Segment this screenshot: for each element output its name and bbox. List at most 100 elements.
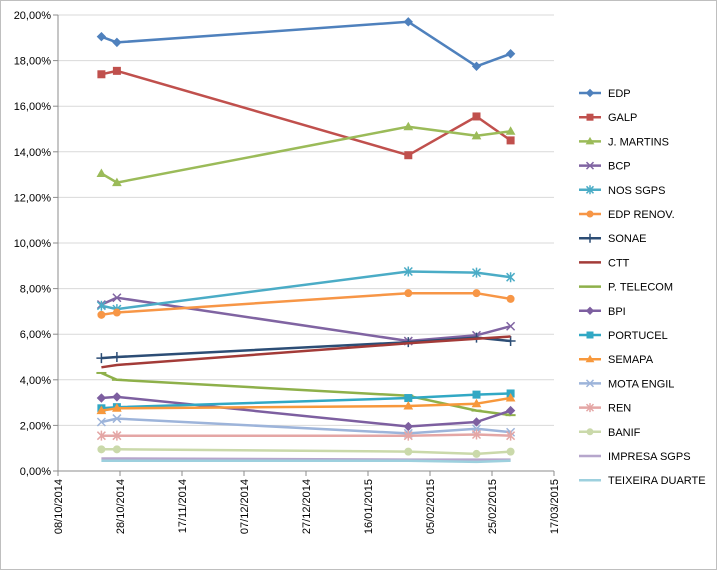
- series-line-ctt: [101, 335, 511, 369]
- data-point-bpi: [403, 421, 414, 432]
- series-line-edp: [100, 20, 512, 68]
- data-point-ren: [96, 430, 106, 441]
- y-tick-label: 18,00%: [14, 56, 52, 68]
- y-tick-label: 2,00%: [20, 420, 51, 432]
- x-tick-label: 28/10/2014: [115, 479, 127, 534]
- y-tick-label: 4,00%: [20, 375, 51, 387]
- x-tick-label: 17/03/2015: [549, 479, 561, 534]
- data-point-edp-renov: [97, 310, 106, 319]
- data-point-edp: [471, 61, 482, 72]
- data-point-semapa: [112, 403, 122, 412]
- x-tick-label: 07/12/2014: [239, 479, 251, 534]
- data-point-j-martins: [505, 126, 516, 135]
- data-point-banif: [506, 447, 515, 456]
- data-point-ren: [112, 430, 122, 441]
- legend-label-bcp: BCP: [608, 161, 631, 173]
- data-point-bcp: [506, 321, 516, 331]
- data-point-banif: [404, 447, 413, 456]
- series-line-ren: [101, 433, 511, 437]
- x-tick-label: 08/10/2014: [53, 479, 65, 534]
- data-point-banif: [97, 445, 106, 454]
- data-point-edp: [505, 49, 516, 59]
- data-point-mota-engil: [96, 417, 106, 427]
- data-point-edp-renov: [112, 308, 121, 317]
- legend-label-galp: GALP: [608, 112, 637, 124]
- legend-marker-edp: [585, 88, 595, 98]
- x-tick-label: 05/02/2015: [425, 479, 437, 534]
- data-point-nos-sgps: [506, 272, 516, 283]
- x-tick-label: 25/02/2015: [487, 479, 499, 534]
- y-tick-label: 10,00%: [14, 238, 52, 250]
- legend-label-nos-sgps: NOS SGPS: [608, 185, 665, 197]
- data-point-galp: [112, 66, 121, 75]
- legend-marker-nos-sgps: [585, 185, 595, 195]
- legend-label-edp: EDP: [608, 88, 631, 100]
- legend-marker-semapa: [585, 354, 595, 363]
- series-line-nos-sgps: [101, 270, 511, 311]
- data-point-bpi: [471, 417, 482, 427]
- y-tick-label: 6,00%: [20, 329, 51, 341]
- legend-label-sonae: SONAE: [608, 233, 647, 245]
- legend-marker-mota-engil: [585, 379, 595, 388]
- legend-marker-edp-renov: [586, 210, 594, 218]
- data-point-sonae: [96, 353, 107, 364]
- legend-label-banif: BANIF: [608, 427, 641, 439]
- data-point-sonae: [111, 352, 122, 362]
- series-line-semapa: [101, 396, 511, 412]
- data-point-portucel: [404, 394, 413, 403]
- legend-label-edp-renov: EDP RENOV.: [608, 209, 675, 221]
- data-point-banif: [112, 445, 121, 454]
- data-point-bpi: [505, 405, 516, 416]
- data-point-bcp: [112, 293, 122, 303]
- legend-label-portucel: PORTUCEL: [608, 330, 668, 342]
- legend-label-p-telecom: P. TELECOM: [608, 282, 673, 294]
- data-point-banif: [472, 449, 481, 458]
- data-point-semapa: [403, 401, 414, 410]
- series-line-teixeira-duarte: [101, 459, 511, 464]
- legend-marker-j-martins: [585, 136, 595, 145]
- data-point-edp: [96, 31, 107, 42]
- legend-label-bpi: BPI: [608, 306, 626, 318]
- y-tick-label: 0,00%: [20, 466, 51, 478]
- y-tick-label: 8,00%: [20, 284, 51, 296]
- legend-label-impresa-sgps: IMPRESA SGPS: [608, 451, 691, 463]
- legend-label-teixeira-duarte: TEIXEIRA DUARTE: [608, 475, 706, 487]
- legend-label-ctt: CTT: [608, 257, 630, 269]
- legend-label-mota-engil: MOTA ENGIL: [608, 378, 674, 390]
- data-point-ren: [506, 430, 516, 441]
- legend-marker-bcp: [585, 161, 595, 170]
- data-point-ren: [403, 430, 413, 441]
- x-tick-label: 17/11/2014: [177, 479, 189, 533]
- data-point-galp: [472, 112, 481, 121]
- series-line-impresa-sgps: [101, 457, 511, 461]
- legend-marker-banif: [586, 428, 594, 436]
- data-point-galp: [506, 136, 515, 145]
- data-point-j-martins: [96, 168, 107, 177]
- data-point-semapa: [471, 398, 482, 408]
- data-point-edp-renov: [404, 289, 413, 298]
- data-point-j-martins: [403, 121, 414, 131]
- data-point-edp: [403, 17, 414, 27]
- y-tick-label: 12,00%: [14, 192, 52, 204]
- legend-marker-ren: [585, 403, 595, 413]
- series-line-galp: [101, 69, 512, 157]
- series-line-banif: [101, 448, 511, 456]
- y-tick-label: 16,00%: [14, 101, 52, 113]
- series-line-j-martins: [100, 125, 511, 184]
- legend-marker-galp: [586, 113, 594, 121]
- data-point-nos-sgps: [96, 300, 106, 311]
- data-point-bpi: [96, 393, 107, 403]
- data-point-j-martins: [112, 177, 122, 187]
- data-point-edp: [112, 37, 122, 48]
- data-point-galp: [404, 151, 413, 160]
- data-point-nos-sgps: [471, 267, 482, 278]
- data-point-ren: [471, 429, 482, 440]
- x-tick-label: 27/12/2014: [301, 479, 313, 534]
- data-point-portucel: [472, 390, 481, 399]
- legend-label-j-martins: J. MARTINS: [608, 136, 669, 148]
- series-line-mota-engil: [101, 417, 511, 435]
- data-point-bpi: [112, 392, 122, 402]
- legend-label-semapa: SEMAPA: [608, 354, 654, 366]
- legend-marker-portucel: [586, 331, 594, 339]
